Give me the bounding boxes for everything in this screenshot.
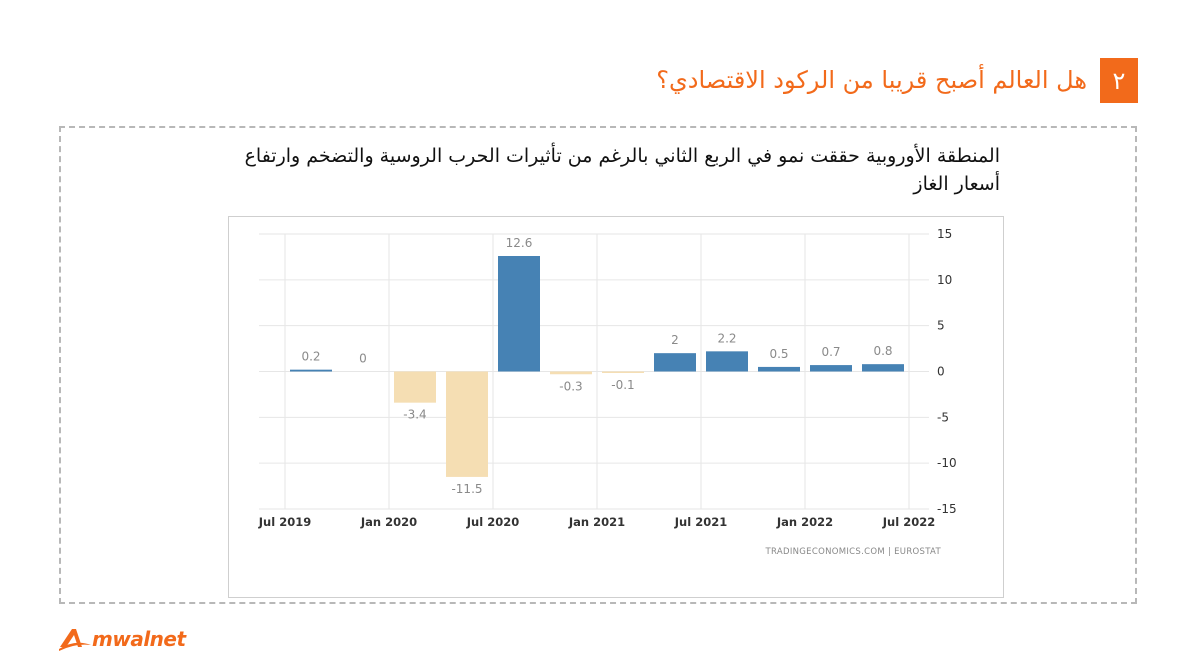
x-tick-label: Jul 2020: [466, 515, 519, 529]
x-tick-label: Jul 2021: [674, 515, 727, 529]
bar: [758, 366, 800, 372]
bar-value-label: -11.5: [451, 482, 482, 496]
bar: [654, 353, 696, 372]
bar: [550, 371, 592, 375]
x-tick-label: Jul 2019: [258, 515, 311, 529]
bar-value-label: -0.3: [559, 379, 582, 393]
chart-container: 15 10 5 0 -5 -10 -15 Jul 2019 Jan 2020 Jul 2020 Ja…: [228, 216, 1004, 598]
bar-value-label: 0.8: [873, 344, 892, 358]
y-tick-label: 5: [937, 319, 945, 333]
bar: [602, 371, 644, 373]
y-tick-label: 15: [937, 227, 952, 241]
section-number-badge: ٢: [1100, 58, 1138, 103]
amwalnet-logo-text: mwalnet: [92, 627, 186, 651]
bar-value-label: 2.2: [717, 331, 736, 345]
chart-subtitle: المنطقة الأوروبية حققت نمو في الربع الثا…: [244, 145, 1000, 195]
x-tick-label: Jan 2020: [360, 515, 417, 529]
y-tick-label: 10: [937, 273, 952, 287]
bar: [394, 371, 436, 403]
x-tick-label: Jan 2022: [776, 515, 833, 529]
y-tick-label: -15: [937, 502, 957, 516]
chart-source: TRADINGECONOMICS.COM | EUROSTAT: [765, 547, 942, 557]
bar-value-label: 0.5: [769, 347, 788, 361]
gdp-growth-chart: 15 10 5 0 -5 -10 -15 Jul 2019 Jan 2020 Jul 2020 Ja…: [258, 227, 957, 557]
bar-value-label: 0.7: [821, 345, 840, 359]
bar: [446, 371, 488, 477]
content-frame: [59, 126, 1137, 604]
bar: [810, 365, 852, 372]
bar-value-label: -0.1: [611, 378, 634, 392]
y-tick-label: -5: [937, 410, 949, 424]
bar-value-label: 0.2: [301, 350, 320, 364]
bar-value-label: 12.6: [506, 236, 533, 250]
bar-value-label: -3.4: [403, 408, 426, 422]
y-tick-label: -10: [937, 456, 957, 470]
amwalnet-logo: mwalnet: [58, 624, 186, 654]
bar-value-label: 0: [359, 352, 367, 366]
bar: [706, 351, 748, 372]
x-tick-label: Jan 2021: [568, 515, 625, 529]
bar-value-label: 2: [671, 333, 679, 347]
bar: [290, 369, 332, 372]
bar: [498, 256, 540, 372]
x-tick-label: Jul 2022: [882, 515, 935, 529]
page-title: هل العالم أصبح قريبا من الركود الاقتصادي…: [656, 66, 1087, 94]
y-tick-label: 0: [937, 365, 945, 379]
bar: [862, 364, 904, 372]
amwalnet-logo-mark: [59, 629, 91, 651]
